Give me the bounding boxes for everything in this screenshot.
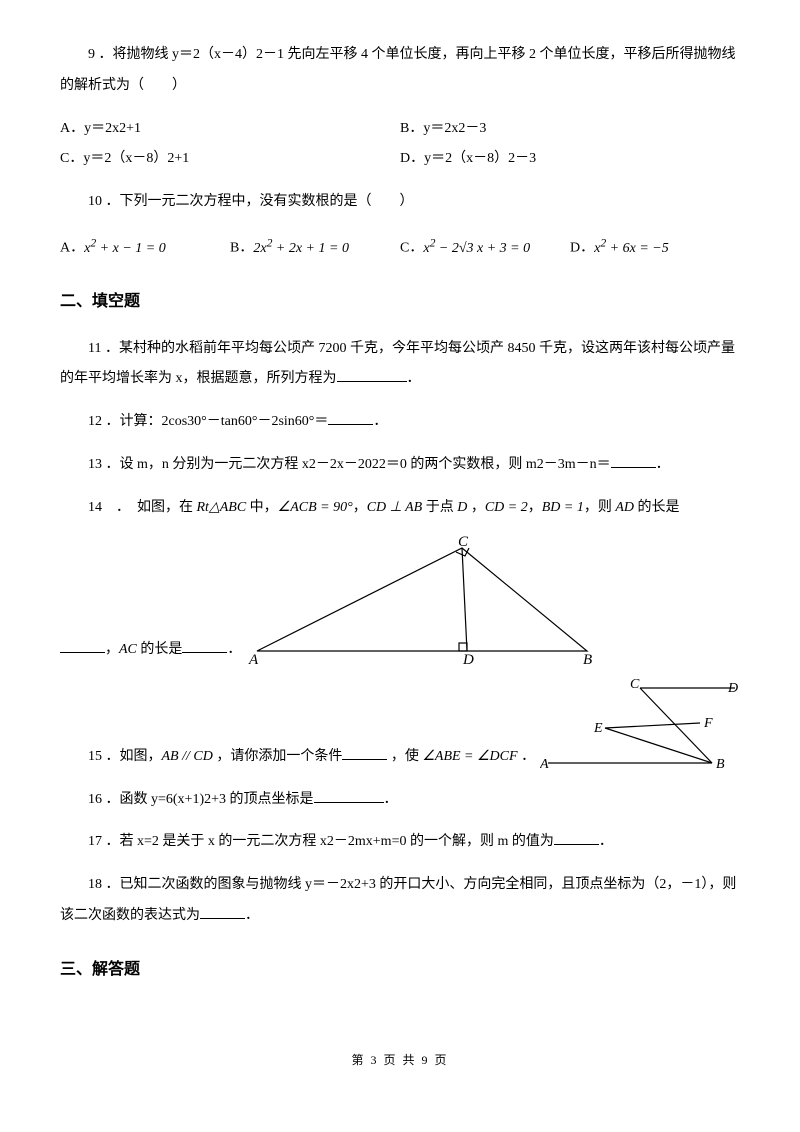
q14-blank1 [60, 638, 105, 653]
q10-opt-c: C．x2 − 2√3 x + 3 = 0 [400, 230, 570, 264]
q14-c: ， [353, 500, 367, 515]
line-ef [605, 723, 700, 728]
question-12: 12 ．计算：2cos30°－tan60°－2sin60°＝ ． [60, 407, 740, 438]
question-10: 10 ．下列一元二次方程中，没有实数根的是（ ） [60, 187, 740, 218]
q14-cont: ，AC 的长是 ． [60, 635, 241, 666]
q14-ad: AD [615, 500, 634, 515]
q16-b: ． [384, 792, 398, 807]
q14-d: 于点 [422, 500, 457, 515]
q10-options: A．x2 + x − 1 = 0 B．2x2 + 2x + 1 = 0 C．x2… [60, 230, 740, 264]
page-content: 9 ．将抛物线 y＝2（x－4）2－1 先向左平移 4 个单位长度，再向上平移 … [0, 0, 800, 1103]
q11-blank [337, 367, 407, 382]
q9-options: A．y＝2x2+1 B．y＝2x2－3 C．y＝2（x－8）2+1 D．y＝2（… [60, 114, 740, 176]
q14-j: ． [227, 642, 241, 657]
q14-figure-row: ，AC 的长是． A B C D [60, 536, 740, 666]
q15-angle: ∠ABE = ∠DCF [422, 749, 517, 764]
question-18: 18 ．已知二次函数的图象与抛物线 y＝－2x2+3 的开口大小、方向完全相同，… [60, 870, 740, 932]
q13-a: 13 ．设 m，n 分别为一元二次方程 x2－2x－2022＝0 的两个实数根，… [88, 457, 611, 472]
q10-b-pre: B． [230, 241, 253, 256]
z-label-f: F [703, 716, 713, 731]
q15-row: 15 ．如图，AB // CD ，请你添加一个条件 ，使 ∠ABE = ∠DCF… [60, 678, 740, 773]
question-17: 17 ．若 x=2 是关于 x 的一元二次方程 x2－2mx+m=0 的一个解，… [60, 827, 740, 858]
triangle-path [257, 548, 587, 651]
question-14: 14 ． 如图，在 Rt△ABC 中，∠ACB = 90°，CD ⊥ AB 于点… [60, 493, 740, 524]
q11-b: ． [407, 371, 421, 386]
q18-blank [200, 904, 245, 919]
z-label-c: C [630, 678, 640, 692]
q10-opt-a: A．x2 + x − 1 = 0 [60, 230, 230, 264]
q14-i: 的长是 [137, 642, 183, 657]
altitude-cd [462, 548, 467, 651]
q10-a-pre: A． [60, 241, 84, 256]
label-d: D [462, 652, 474, 666]
zigzag-figure: A B C D E F [540, 678, 740, 773]
z-label-b: B [716, 757, 725, 772]
q14-b: 中， [246, 500, 278, 515]
q14-comma: ， [105, 642, 119, 657]
q12-blank [328, 410, 373, 425]
q15-c: ，使 [387, 749, 422, 764]
q12-b: ． [373, 414, 387, 429]
q18-a: 18 ．已知二次函数的图象与抛物线 y＝－2x2+3 的开口大小、方向完全相同，… [60, 877, 736, 923]
section-2-title: 二、填空题 [60, 284, 740, 319]
q14-abc: △ABC [209, 500, 246, 515]
q15-abcd: AB // CD [162, 749, 213, 764]
q14-f: ， [528, 500, 542, 515]
q14-ac: AC [119, 642, 137, 657]
q14-a: 14 ． 如图，在 [88, 500, 197, 515]
q10-c-pre: C． [400, 241, 423, 256]
q14-cd2: CD = 2 [485, 500, 528, 515]
q17-b: ． [599, 834, 613, 849]
q10-opt-b: B．2x2 + 2x + 1 = 0 [230, 230, 400, 264]
question-9: 9 ．将抛物线 y＝2（x－4）2－1 先向左平移 4 个单位长度，再向上平移 … [60, 40, 740, 102]
q14-bd1: BD = 1 [542, 500, 584, 515]
q10-b-math: 2x2 + 2x + 1 = 0 [253, 241, 349, 256]
question-13: 13 ．设 m，n 分别为一元二次方程 x2－2x－2022＝0 的两个实数根，… [60, 450, 740, 481]
label-c: C [458, 536, 469, 550]
q14-e: ， [467, 500, 485, 515]
q13-blank [611, 453, 656, 468]
q10-opt-d: D．x2 + 6x = −5 [570, 230, 740, 264]
q13-b: ． [656, 457, 670, 472]
z-label-a: A [540, 757, 549, 772]
right-angle-d [459, 643, 467, 651]
q9-opt-c: C．y＝2（x－8）2+1 [60, 144, 400, 175]
question-11: 11 ．某村种的水稻前年平均每公顷产 7200 千克，今年平均每公顷产 8450… [60, 334, 740, 396]
q15-blank [342, 745, 387, 760]
q10-a-math: x2 + x − 1 = 0 [84, 241, 166, 256]
q17-blank [554, 830, 599, 845]
q16-blank [314, 788, 384, 803]
q14-blank2 [182, 638, 227, 653]
q10-d-math: x2 + 6x = −5 [594, 241, 669, 256]
section-3-title: 三、解答题 [60, 952, 740, 987]
q10-c-math: x2 − 2√3 x + 3 = 0 [423, 241, 530, 256]
q18-b: ． [245, 908, 259, 923]
q9-opt-b: B．y＝2x2－3 [400, 114, 740, 145]
q17-a: 17 ．若 x=2 是关于 x 的一元二次方程 x2－2mx+m=0 的一个解，… [88, 834, 554, 849]
page-footer: 第 3 页 共 9 页 [60, 1047, 740, 1073]
q16-a: 16 ．函数 y=6(x+1)2+3 的顶点坐标是 [88, 792, 314, 807]
triangle-figure: A B C D [247, 536, 607, 666]
q15-d: ． [518, 749, 536, 764]
q12-a: 12 ．计算：2cos30°－tan60°－2sin60°＝ [88, 414, 328, 429]
q14-D: D [457, 500, 467, 515]
q9-opt-a: A．y＝2x2+1 [60, 114, 400, 145]
q14-rt: Rt [197, 500, 209, 515]
q9-opt-d: D．y＝2（x－8）2－3 [400, 144, 740, 175]
q15-b: ，请你添加一个条件 [213, 749, 343, 764]
q10-text: 10 ．下列一元二次方程中，没有实数根的是（ ） [88, 194, 414, 209]
q14-g: ，则 [584, 500, 616, 515]
question-15: 15 ．如图，AB // CD ，请你添加一个条件 ，使 ∠ABE = ∠DCF… [60, 742, 540, 773]
z-label-e: E [593, 721, 603, 736]
question-16: 16 ．函数 y=6(x+1)2+3 的顶点坐标是 ． [60, 785, 740, 816]
q10-d-pre: D． [570, 241, 594, 256]
q14-cdab: CD ⊥ AB [367, 500, 423, 515]
q15-a: 15 ．如图， [88, 749, 162, 764]
q9-text: 9 ．将抛物线 y＝2（x－4）2－1 先向左平移 4 个单位长度，再向上平移 … [60, 47, 736, 93]
q14-h: 的长是 [634, 500, 680, 515]
label-a: A [248, 652, 259, 666]
z-label-d: D [727, 681, 738, 696]
label-b: B [583, 652, 592, 666]
q14-ang: ∠ACB = 90° [278, 500, 353, 515]
